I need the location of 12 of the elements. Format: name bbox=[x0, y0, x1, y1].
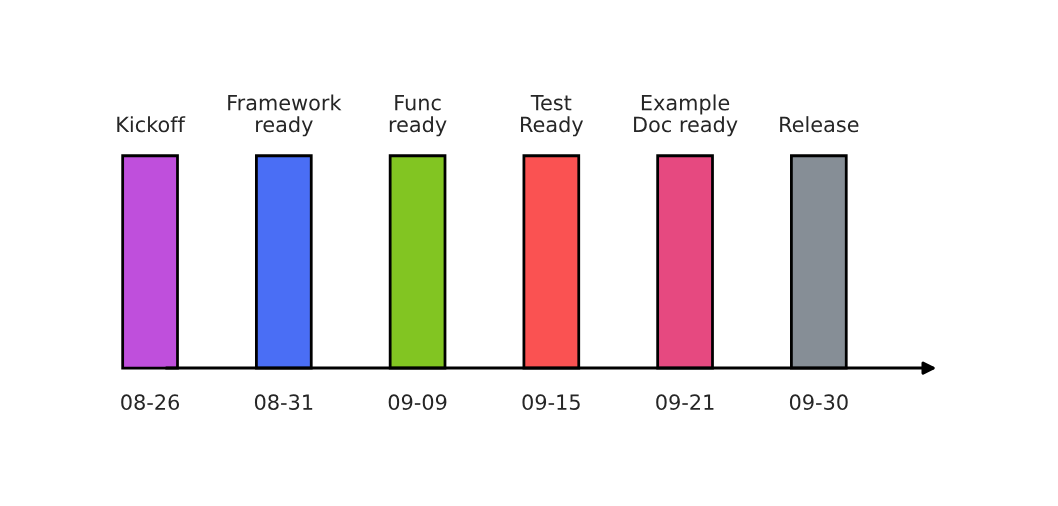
annotation: Func ready bbox=[389, 95, 447, 137]
x-tick-label: 09-30 bbox=[789, 394, 848, 411]
x-tick-label: 08-31 bbox=[254, 394, 313, 411]
x-tick-label: 09-09 bbox=[388, 394, 447, 411]
x-tick-label: 09-15 bbox=[522, 394, 580, 411]
annotation: Example Doc ready bbox=[634, 94, 738, 137]
annotation: Test Ready bbox=[521, 95, 584, 137]
annotation: Framework ready bbox=[228, 94, 342, 137]
annotation: Kickoff bbox=[117, 116, 186, 133]
x-tick-label: 08-26 bbox=[121, 394, 180, 411]
annotation: Release bbox=[780, 116, 859, 133]
x-tick-label: 09-21 bbox=[656, 394, 714, 411]
